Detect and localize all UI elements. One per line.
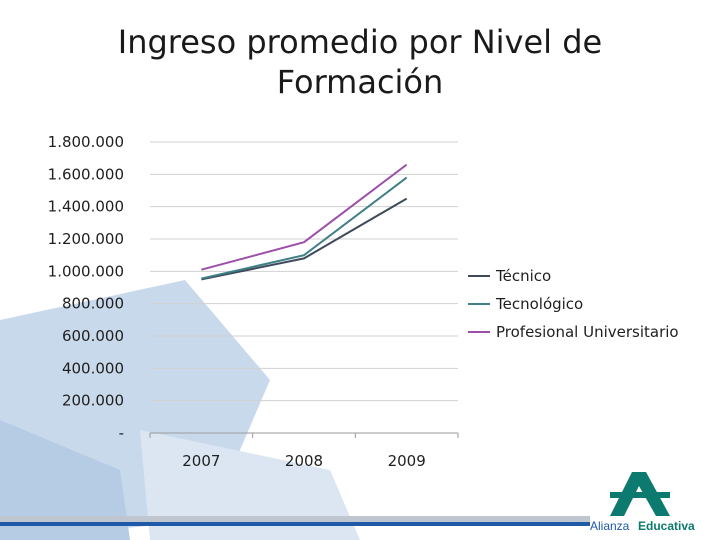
decor-shape-3 <box>140 430 360 540</box>
y-tick-label: 200.000 <box>62 392 124 410</box>
y-tick-label: 600.000 <box>62 327 124 345</box>
legend-label: Técnico <box>495 267 551 285</box>
legend-label: Profesional Universitario <box>496 323 679 341</box>
y-tick-label: 800.000 <box>62 295 124 313</box>
title-line-1: Ingreso promedio por Nivel de <box>117 23 603 61</box>
footer-bar-gray <box>0 516 590 522</box>
x-tick-label: 2008 <box>285 452 323 470</box>
y-tick-label: 1.000.000 <box>48 262 124 280</box>
y-tick-label: 1.800.000 <box>48 133 124 151</box>
legend-label: Tecnológico <box>495 295 583 313</box>
series-line-0 <box>201 197 408 281</box>
logo-a-shape <box>610 472 670 516</box>
y-tick-label: 1.600.000 <box>48 165 124 183</box>
logo-a-bar <box>610 492 670 498</box>
page-title: Ingreso promedio por Nivel de Formación <box>60 22 660 102</box>
x-tick-label: 2007 <box>182 452 220 470</box>
legend: Técnico Tecnológico Profesional Universita… <box>468 267 679 341</box>
logo-text-bold: Educativa <box>638 519 695 533</box>
y-tick-label: 1.200.000 <box>48 230 124 248</box>
footer-bar-blue <box>0 522 590 526</box>
series-line-2 <box>201 163 408 271</box>
x-tick-label: 2009 <box>388 452 426 470</box>
grid-lines <box>150 141 458 434</box>
y-axis-ticks: - 200.000 400.000 600.000 800.000 1.000.000 1.… <box>48 133 124 442</box>
alianza-educativa-logo: Alianza Educativa <box>590 472 695 533</box>
y-tick-label: 400.000 <box>62 359 124 377</box>
y-tick-label: - <box>119 424 124 442</box>
series-line-1 <box>201 176 408 280</box>
series-lines <box>201 163 408 281</box>
x-axis-ticks: 2007 2008 2009 <box>149 433 459 470</box>
y-tick-label: 1.400.000 <box>48 198 124 216</box>
decor-shape-2 <box>0 420 130 540</box>
logo-text-light: Alianza <box>590 519 630 533</box>
title-line-2: Formación <box>276 63 444 101</box>
